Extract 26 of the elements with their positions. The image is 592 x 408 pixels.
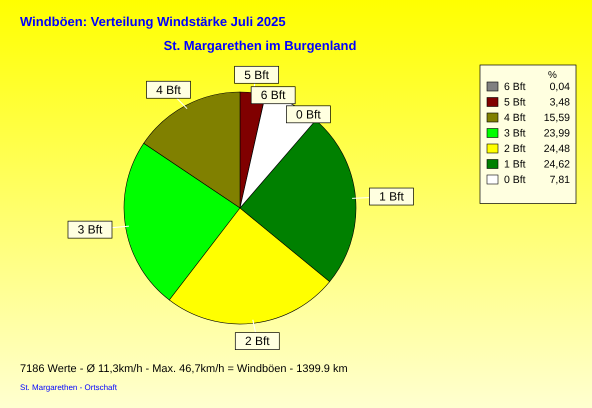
- data-label: 15,59: [544, 112, 570, 124]
- chart-subtitle: St. Margarethen im Burgenland: [164, 38, 356, 53]
- slice-label: 3 Bft: [78, 222, 103, 237]
- slice-label: 1 Bft: [379, 190, 404, 204]
- data-label: 24,48: [544, 143, 570, 155]
- legend-label: 6 Bft: [504, 81, 526, 93]
- slice-label: 5 Bft: [244, 68, 270, 82]
- data-label: 7,81: [550, 174, 570, 186]
- legend-label: 2 Bft: [504, 143, 526, 155]
- legend-label: 0 Bft: [504, 174, 526, 186]
- slice-label: 0 Bft: [296, 107, 322, 122]
- chart-title: Windböen: Verteilung Windstärke Juli 2025: [20, 14, 286, 29]
- text: St. Margarethen - Ortschaft: [20, 383, 118, 392]
- legend-label: 4 Bft: [504, 112, 526, 124]
- slice-label: 4 Bft: [156, 82, 182, 97]
- data-label: 23,99: [544, 128, 570, 140]
- text: 7186 Werte - Ø 11,3km/h - Max. 46,7km/h = Windböen - 1399.9 km: [20, 363, 348, 375]
- category-label: 6 Bft: [260, 88, 286, 102]
- legend-title: %: [548, 70, 557, 81]
- data-label: 0,04: [550, 81, 570, 93]
- data-label: 3,48: [550, 96, 570, 108]
- legend-label: 5 Bft: [504, 96, 526, 108]
- slice-label: 2 Bft: [244, 334, 270, 348]
- data-label: 24,62: [544, 158, 570, 170]
- legend-label: 3 Bft: [504, 128, 526, 140]
- legend-label: 1 Bft: [504, 158, 526, 170]
